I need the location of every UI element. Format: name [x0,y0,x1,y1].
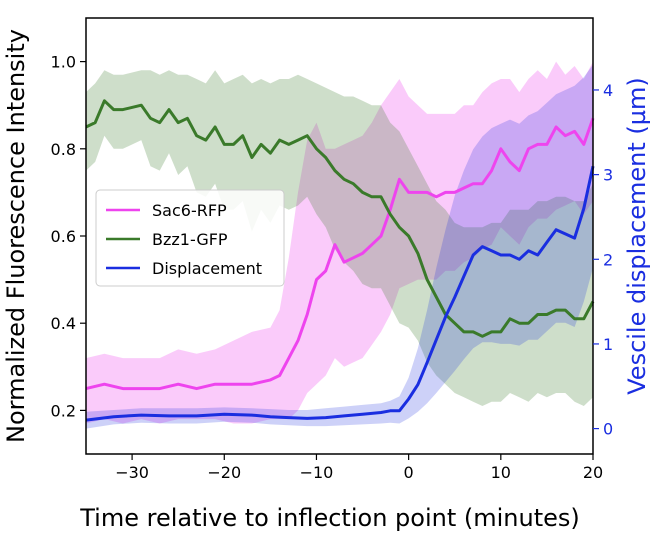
y-tick-label: 0.8 [51,140,76,159]
y-tick-label: 1.0 [51,53,76,72]
series-lines [85,99,595,422]
x-axis-title: Time relative to inflection point (minut… [79,504,580,532]
x-tick-label: 10 [491,463,511,482]
y2-axis-title: Vescile displacement (µm) [623,77,651,395]
x-tick-label: 0 [404,463,414,482]
x-tick-label: −30 [115,463,149,482]
x-tick-label: −20 [207,463,241,482]
y2-tick-label: 1 [603,335,613,354]
y2-tick-label: 3 [603,166,613,185]
y2-tick-label: 0 [603,420,613,439]
y-axis-title: Normalized Fluorescence Intensity [2,29,30,443]
x-tick-label: −10 [300,463,334,482]
line-displacement [85,165,595,422]
legend-label-displacement: Displacement [152,259,262,278]
legend-label-sac6: Sac6-RFP [152,201,227,220]
band-sac6 [86,61,593,424]
x-tick-label: 20 [583,463,603,482]
legend: Sac6-RFP Bzz1-GFP Displacement [95,189,285,287]
band-displacement [86,64,593,429]
y-tick-label: 0.4 [51,314,76,333]
axis-ticks: −30 −20 −10 0 10 20 0.2 0.4 0.6 0.8 1.0 0 1 2 3 4 [51,53,614,482]
y2-tick-label: 4 [603,81,613,100]
y-tick-label: 0.2 [51,401,76,420]
confidence-bands [86,61,593,429]
line-sac6 [85,117,595,391]
y-tick-label: 0.6 [51,227,76,246]
line-bzz1 [85,99,595,338]
band-bzz1 [86,70,593,407]
y2-tick-label: 2 [603,250,613,269]
legend-box [95,189,285,287]
legend-label-bzz1: Bzz1-GFP [152,230,228,249]
